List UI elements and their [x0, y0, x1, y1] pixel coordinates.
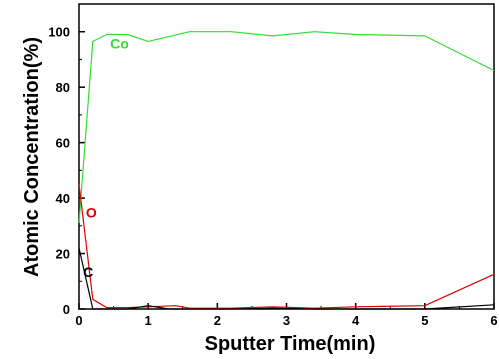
x-tick-label: 2: [214, 313, 221, 328]
plot-frame: [78, 3, 495, 310]
series-labels: Co O C: [83, 35, 129, 280]
y-axis-ticks: 0 20 40 60 80 100: [48, 3, 85, 317]
x-tick-label: 3: [283, 313, 290, 328]
y-tick-label: 20: [56, 247, 70, 262]
x-tick-label: 5: [421, 313, 428, 328]
x-axis-title: Sputter Time(min): [205, 333, 376, 355]
plot-area: [78, 3, 495, 310]
series-line-co: [78, 31, 495, 224]
y-axis-title: Atomic Concentration(%): [21, 37, 43, 277]
x-tick-label: 0: [75, 313, 82, 328]
x-tick-label: 4: [352, 313, 360, 328]
y-tick-label: 60: [56, 136, 70, 151]
y-tick-label: 40: [56, 191, 70, 206]
series-label-co: Co: [110, 35, 129, 51]
y-tick-label: 80: [56, 80, 70, 95]
series-line-c: [78, 247, 495, 310]
series-label-o: O: [86, 205, 97, 221]
y-tick-label: 100: [48, 25, 70, 40]
series-line-o: [78, 184, 495, 309]
series-layer: [78, 31, 495, 310]
y-tick-label: 0: [63, 302, 70, 317]
x-tick-label: 6: [490, 313, 497, 328]
series-label-c: C: [83, 264, 93, 280]
x-tick-label: 1: [145, 313, 152, 328]
